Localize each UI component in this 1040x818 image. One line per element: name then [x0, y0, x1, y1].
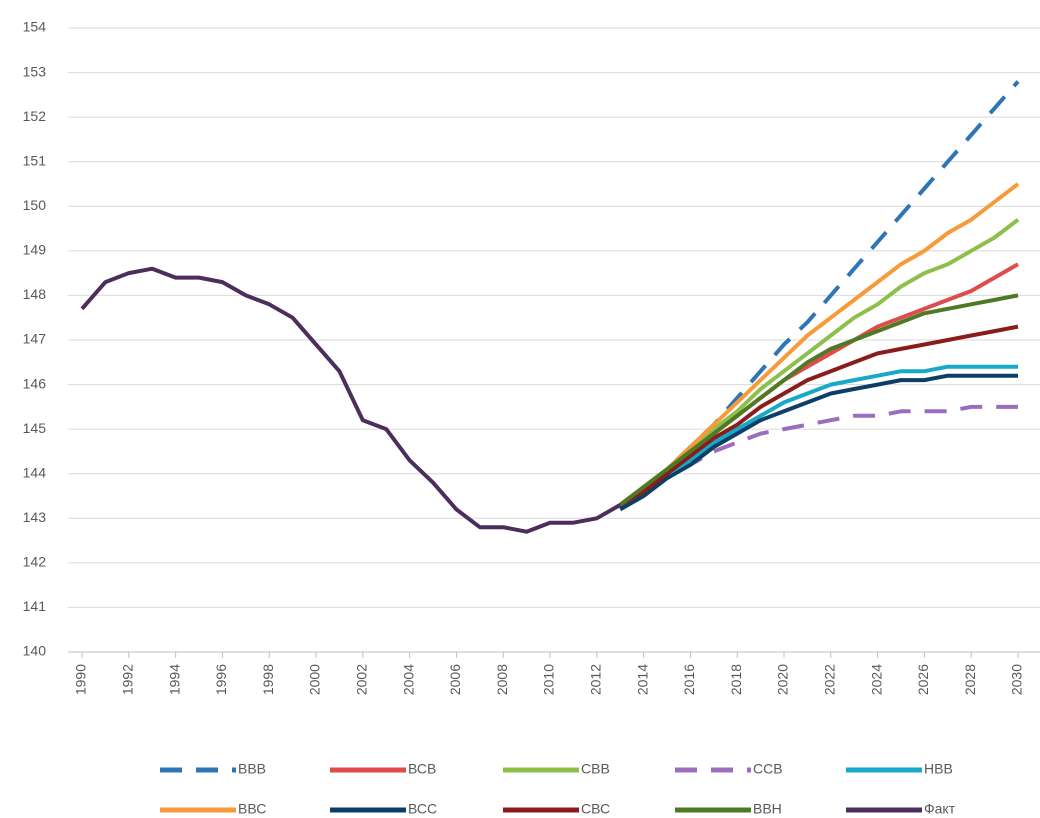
legend-item: ССВ [675, 761, 783, 777]
x-tick-label: 2008 [494, 664, 510, 695]
x-tick-label: 2006 [447, 664, 463, 695]
legend-item: Факт [846, 801, 956, 817]
series-line [618, 182, 1020, 507]
legend-item: ВВС [160, 801, 266, 817]
y-tick-label: 148 [23, 286, 47, 302]
x-tick-label: 1996 [213, 664, 229, 695]
x-tick-label: 2010 [541, 664, 557, 695]
x-tick-label: 2004 [400, 664, 416, 695]
series-line [618, 293, 1019, 507]
x-tick-label: 2022 [822, 664, 838, 695]
x-tick-label: 2018 [728, 664, 744, 695]
x-tick-label: 2026 [915, 664, 931, 695]
y-tick-label: 154 [23, 19, 47, 35]
legend-label: Факт [924, 801, 956, 817]
y-tick-label: 152 [23, 108, 47, 124]
legend-item: ВВВ [160, 761, 266, 777]
legend-item: СВС [503, 801, 610, 817]
y-tick-label: 145 [23, 420, 47, 436]
legend-label: ВВС [238, 801, 266, 817]
legend-item: СВВ [503, 761, 610, 777]
legend-item: ВСС [330, 801, 437, 817]
x-tick-label: 1990 [73, 664, 89, 695]
legend-label: СВС [581, 801, 610, 817]
legend-label: СВВ [581, 761, 610, 777]
legend-label: ВСВ [408, 761, 436, 777]
x-tick-label: 2014 [634, 664, 650, 695]
legend-item: ВСВ [330, 761, 436, 777]
y-tick-label: 153 [23, 63, 47, 79]
y-tick-label: 141 [23, 598, 47, 614]
series-line [80, 266, 622, 534]
series-line [618, 80, 1020, 507]
y-tick-label: 142 [23, 554, 47, 570]
x-tick-label: 2020 [775, 664, 791, 695]
legend-label: ССВ [753, 761, 783, 777]
y-tick-label: 144 [23, 464, 47, 480]
legend-label: ВВН [753, 801, 782, 817]
y-tick-label: 146 [23, 375, 47, 391]
x-tick-label: 2028 [962, 664, 978, 695]
legend-item: ВВН [675, 801, 782, 817]
legend-label: ВСС [408, 801, 437, 817]
x-tick-label: 1998 [260, 664, 276, 695]
y-tick-label: 140 [23, 643, 47, 659]
legend-label: НВВ [924, 761, 953, 777]
x-tick-label: 2012 [588, 664, 604, 695]
series-line [619, 364, 1018, 507]
y-tick-label: 151 [23, 152, 47, 168]
x-tick-label: 2000 [307, 664, 323, 695]
legend-label: ВВВ [238, 761, 266, 777]
y-tick-label: 147 [23, 331, 47, 347]
y-tick-label: 143 [23, 509, 47, 525]
x-tick-label: 1994 [166, 664, 182, 695]
x-tick-label: 2016 [681, 664, 697, 695]
y-tick-label: 150 [23, 197, 47, 213]
x-tick-label: 2024 [868, 664, 884, 695]
x-tick-label: 1992 [120, 664, 136, 695]
x-tick-label: 2030 [1009, 664, 1025, 695]
series-line [619, 324, 1019, 507]
y-tick-label: 149 [23, 242, 47, 258]
legend-item: НВВ [846, 761, 953, 777]
x-tick-label: 2002 [354, 664, 370, 695]
series-line [619, 373, 1018, 512]
